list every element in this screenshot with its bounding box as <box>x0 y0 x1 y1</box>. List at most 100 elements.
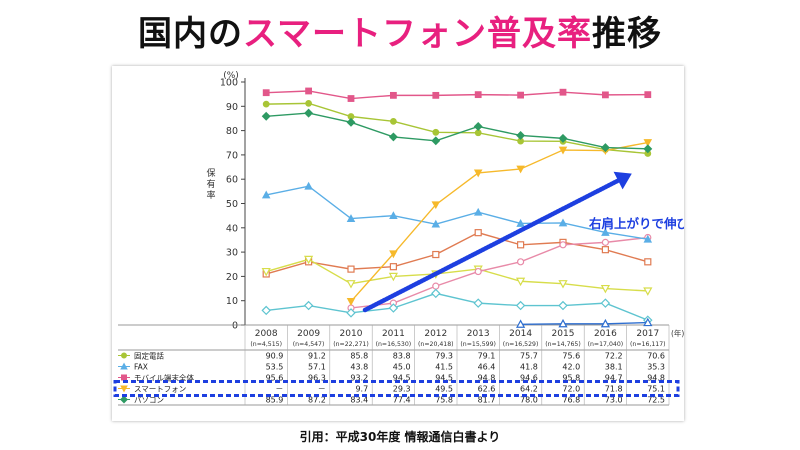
x-tick-label: 2012 <box>424 329 447 339</box>
extra-series-2-point <box>515 277 526 287</box>
extra-series-2-line <box>266 258 648 292</box>
table-value: 41.5 <box>435 363 453 372</box>
y-unit: (%) <box>223 71 239 81</box>
extra-series-1-point <box>474 229 482 237</box>
table-value: 81.7 <box>478 396 496 405</box>
table-value: － <box>318 385 326 394</box>
table-value: 79.3 <box>435 352 453 361</box>
x-tick-sublabel: (n=22,271) <box>333 341 369 348</box>
extra-series-4-point <box>600 298 611 308</box>
y-tick-label: 90 <box>226 102 238 113</box>
table-value: 72.2 <box>605 352 623 361</box>
extra-series-3-point <box>601 238 609 246</box>
y-tick-label: 70 <box>226 150 238 161</box>
series-3-line <box>266 90 648 100</box>
series-2-point <box>346 214 356 222</box>
table-value: 9.7 <box>355 385 368 394</box>
extra-series-5-point <box>515 319 526 328</box>
table-value: 85.9 <box>266 396 284 405</box>
extra-series-2-point <box>388 272 399 282</box>
y-tick-label: 50 <box>226 199 238 210</box>
trend-annotation: 右肩上がりで伸びている <box>588 216 684 231</box>
x-tick-label: 2011 <box>382 329 405 339</box>
y-tick-label: 30 <box>226 248 238 259</box>
x-unit: (年) <box>671 328 684 338</box>
table-value: 76.8 <box>562 396 580 405</box>
series-1-line <box>266 102 648 155</box>
x-tick-sublabel: (n=15,599) <box>460 341 496 348</box>
table-value: 42.0 <box>562 363 580 372</box>
series-1-point <box>432 128 440 136</box>
series-2-point <box>431 219 441 228</box>
y-tick-label: 60 <box>226 175 238 186</box>
series-3-point <box>644 91 652 99</box>
extra-series-3-point <box>474 267 482 276</box>
series-4-point <box>346 298 356 306</box>
series-5-point <box>346 117 356 127</box>
table-series-name: 固定電話 <box>134 351 164 361</box>
table-value: 70.6 <box>647 352 665 361</box>
series-2-point <box>558 218 568 227</box>
extra-series-4-point <box>303 300 314 311</box>
table-value: 73.0 <box>605 396 623 405</box>
extra-series-5-point <box>558 318 568 328</box>
extra-series-2-point <box>558 280 568 289</box>
series-4-point <box>558 146 568 155</box>
y-tick-label: 10 <box>226 296 238 307</box>
table-value: 45.0 <box>393 363 411 372</box>
extra-series-4-point <box>431 288 441 299</box>
table-value: 94.8 <box>478 374 496 383</box>
x-tick-sublabel: (n=16,117) <box>630 341 666 348</box>
series-1-point <box>262 100 270 108</box>
title-highlight: スマートフォン普及率 <box>243 14 592 54</box>
extra-series-1-point <box>347 265 355 273</box>
table-value: 94.8 <box>647 374 665 383</box>
chart-frame: 0 10 20 30 40 50 60 70 80 90 100 (%) 保有率 2008 (n=4,515… <box>112 66 727 421</box>
source-caption: 引用：平成30年度 情報通信白書より <box>299 430 501 444</box>
series-4-point <box>431 201 441 210</box>
series-2-point <box>304 181 313 190</box>
table-series-name: スマートフォン <box>134 385 186 394</box>
table-value: 78.0 <box>520 396 538 405</box>
series-3-point <box>474 91 482 99</box>
table-value: 46.4 <box>478 363 496 372</box>
extra-series-4-line <box>266 292 649 321</box>
series-2-point <box>601 227 610 236</box>
smartphone-row-highlight <box>113 380 680 397</box>
table-value: 87.2 <box>308 396 326 405</box>
x-tick-label: 2009 <box>297 329 320 339</box>
x-tick-label: 2014 <box>509 329 532 339</box>
series-5-point <box>643 144 653 154</box>
table-value: 95.6 <box>266 374 284 383</box>
series-4-point <box>516 165 525 174</box>
table-value: 62.6 <box>478 385 496 394</box>
table-value: 83.4 <box>350 396 368 405</box>
series-2-point <box>643 234 653 243</box>
table-value: 94.5 <box>393 374 411 383</box>
table-value: 75.8 <box>435 396 453 405</box>
series-3-point <box>601 91 609 99</box>
table-value: 35.3 <box>647 363 665 372</box>
series-3-point <box>389 91 397 99</box>
trend-arrow-shaft <box>362 178 621 313</box>
series-3-point <box>262 89 270 97</box>
extra-series-4-point <box>515 300 526 311</box>
table-value: 79.1 <box>478 352 496 361</box>
table-value: 91.2 <box>308 352 326 361</box>
table-value: 64.2 <box>520 385 538 394</box>
extra-series-4-point <box>558 300 568 311</box>
series-4-point <box>473 169 483 178</box>
series-3-point <box>559 88 567 96</box>
x-tick-sublabel: (n=4,515) <box>250 341 282 348</box>
table-value: 95.8 <box>562 374 580 383</box>
extra-series-3-line <box>350 236 648 309</box>
table-value: 90.9 <box>266 352 284 361</box>
series-2-point <box>389 211 398 220</box>
extra-series-1-point <box>517 241 525 249</box>
x-tick-sublabel: (n=20,418) <box>418 341 454 348</box>
extra-series-2-point <box>600 284 611 294</box>
extra-series-3-point <box>559 241 567 249</box>
extra-series-1-point <box>644 258 652 266</box>
series-5-point <box>304 108 314 118</box>
x-tick-label: 2017 <box>636 329 659 339</box>
